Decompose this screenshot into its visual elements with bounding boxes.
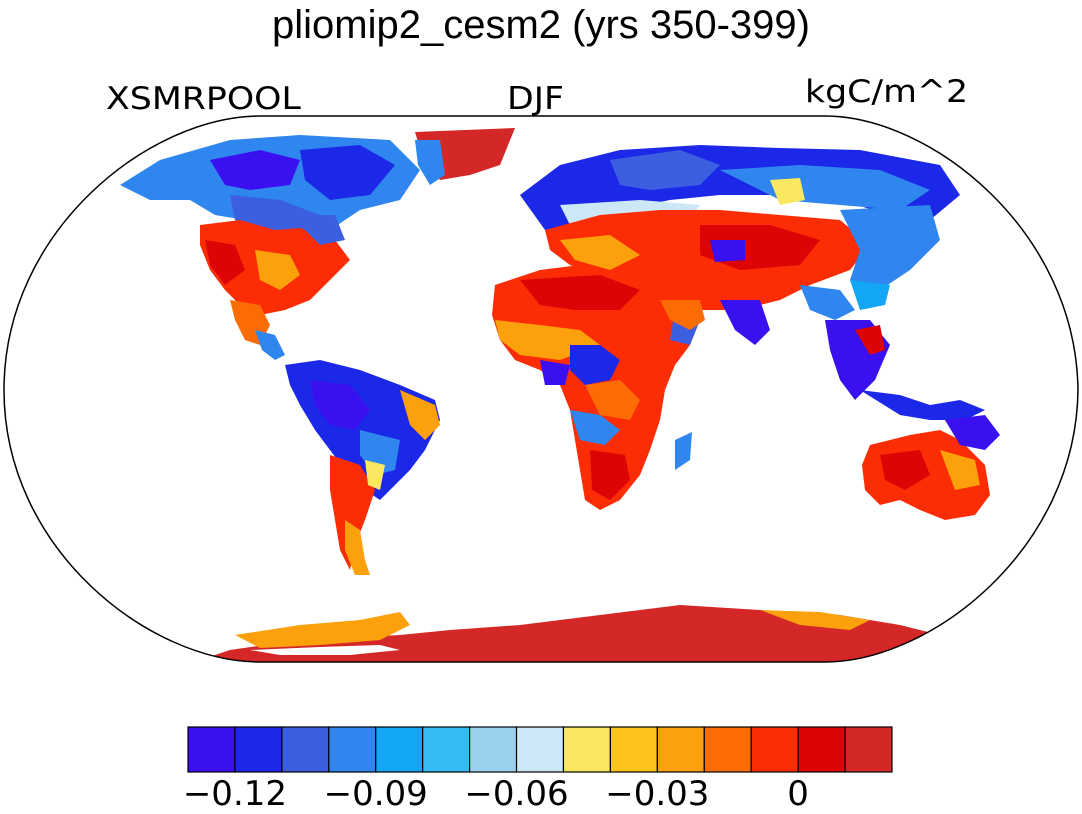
colorbar-tick-label: 0 xyxy=(787,774,809,814)
eurasia xyxy=(520,145,985,420)
colorbar-swatch xyxy=(375,726,424,773)
land-fill-layer xyxy=(120,128,1000,662)
colorbar-swatch xyxy=(469,726,518,773)
season-label: DJF xyxy=(507,81,564,117)
colorbar-swatch xyxy=(609,726,658,773)
colorbar-swatch xyxy=(703,726,752,773)
colorbar-swatch xyxy=(422,726,471,773)
map-border xyxy=(3,115,1079,663)
colorbar-swatch xyxy=(515,726,565,773)
south-america xyxy=(285,360,440,575)
colorbar-swatch xyxy=(797,726,846,773)
units-label: kgC/m^2 xyxy=(805,74,969,110)
colorbar-swatch xyxy=(562,726,612,773)
australia xyxy=(862,415,1000,520)
colorbar-swatch xyxy=(656,726,705,773)
greenland xyxy=(415,128,515,185)
antarctica xyxy=(200,605,1000,662)
colorbar-tick-label: −0.03 xyxy=(605,774,710,814)
colorbar-swatch xyxy=(844,726,893,773)
africa xyxy=(492,265,700,510)
variable-label: XSMRPOOL xyxy=(106,81,301,117)
colorbar-swatch xyxy=(234,726,283,773)
colorbar-swatch xyxy=(281,726,330,773)
colorbar-tick-label: −0.09 xyxy=(323,774,428,814)
plot-title: pliomip2_cesm2 (yrs 350-399) xyxy=(271,3,810,47)
north-america xyxy=(120,135,420,360)
colorbar xyxy=(187,726,893,773)
colorbar-swatch xyxy=(328,726,377,773)
colorbar-tick-label: −0.12 xyxy=(182,774,288,814)
colorbar-swatch xyxy=(187,726,236,773)
colorbar-tick-label: −0.06 xyxy=(464,774,569,814)
colorbar-swatch xyxy=(750,726,799,773)
